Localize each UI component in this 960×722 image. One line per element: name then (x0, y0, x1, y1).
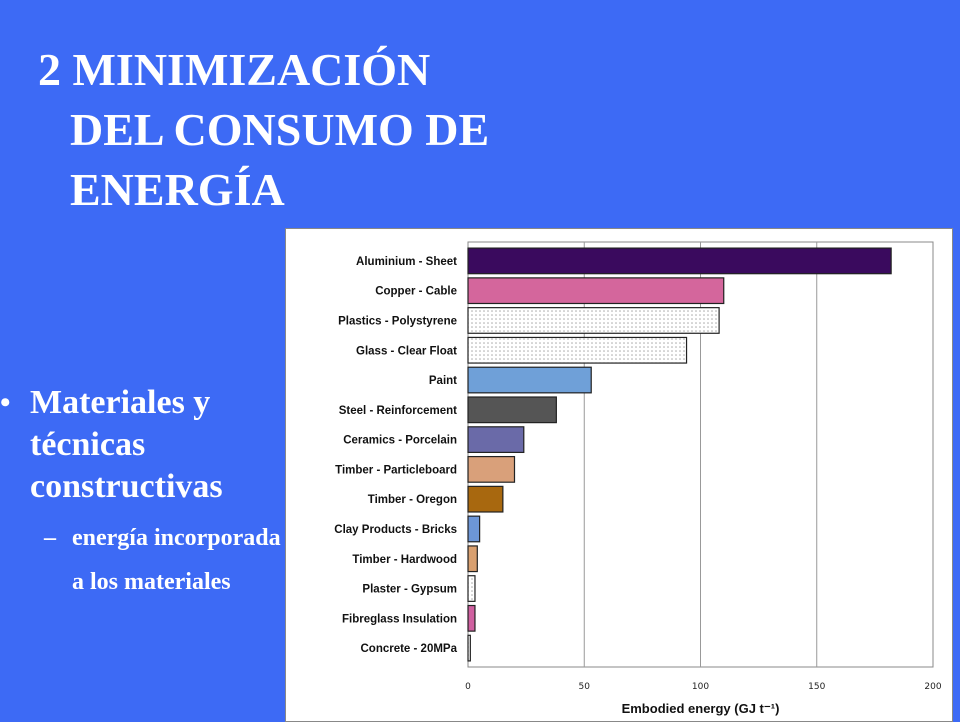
x-tick-label: 150 (808, 682, 825, 692)
x-tick-label: 50 (579, 682, 591, 692)
category-label: Timber - Hardwood (352, 554, 457, 566)
slide-title: 2 MINIMIZACIÓN DEL CONSUMO DE ENERGÍA (38, 40, 558, 220)
x-tick-label: 100 (692, 682, 709, 692)
bar-4 (467, 366, 592, 394)
bullet-dot-icon: • (0, 386, 11, 419)
bar-0 (467, 247, 892, 275)
bar-6 (467, 426, 525, 454)
title-line-3: ENERGÍA (70, 164, 285, 215)
title-line-2: DEL CONSUMO DE (70, 104, 490, 155)
category-label: Fibreglass Insulation (342, 613, 457, 625)
bar-12 (467, 604, 476, 632)
x-axis-label: Embodied energy (GJ t⁻¹) (622, 701, 780, 716)
title-line-1: 2 MINIMIZACIÓN (38, 44, 431, 95)
category-label: Timber - Oregon (368, 494, 457, 506)
bar-11 (467, 575, 476, 602)
category-label: Plaster - Gypsum (362, 584, 457, 596)
bar-1 (467, 277, 725, 305)
bar-8 (467, 485, 504, 513)
category-label: Plastics - Polystyrene (338, 315, 457, 327)
category-label: Aluminium - Sheet (356, 256, 457, 268)
category-label: Clay Products - Bricks (334, 524, 457, 536)
category-label: Glass - Clear Float (356, 345, 457, 357)
category-label: Concrete - 20MPa (360, 643, 457, 655)
category-label: Copper - Cable (375, 286, 457, 298)
x-tick-label: 200 (924, 682, 941, 692)
bar-9 (467, 515, 481, 543)
bar-13 (467, 634, 471, 662)
sub-bullet-item: – energía incorporada a los materiales (0, 516, 290, 604)
category-label: Paint (429, 375, 457, 387)
bar-10 (467, 545, 478, 573)
bullet-text: Materiales y técnicas constructivas (30, 384, 223, 505)
bar-7 (467, 455, 516, 483)
dash-icon: – (44, 525, 56, 551)
bar-2 (467, 307, 720, 334)
embodied-energy-chart: 0 50 100 150 200 Aluminium - Sheet Copper - Ca… (334, 241, 942, 716)
category-label: Steel - Reinforcement (339, 405, 457, 417)
chart-panel: 0 50 100 150 200 Aluminium - Sheet Copper - Ca… (285, 228, 953, 722)
bullet-list: • Materiales y técnicas constructivas – … (0, 382, 290, 604)
sub-bullet-text: energía incorporada a los materiales (72, 525, 281, 595)
category-label: Timber - Particleboard (335, 464, 457, 476)
bar-5 (467, 396, 557, 424)
x-tick-label: 0 (465, 682, 471, 692)
bar-3 (467, 336, 688, 364)
bullet-item: • Materiales y técnicas constructivas (0, 382, 290, 508)
category-label: Ceramics - Porcelain (343, 435, 457, 447)
